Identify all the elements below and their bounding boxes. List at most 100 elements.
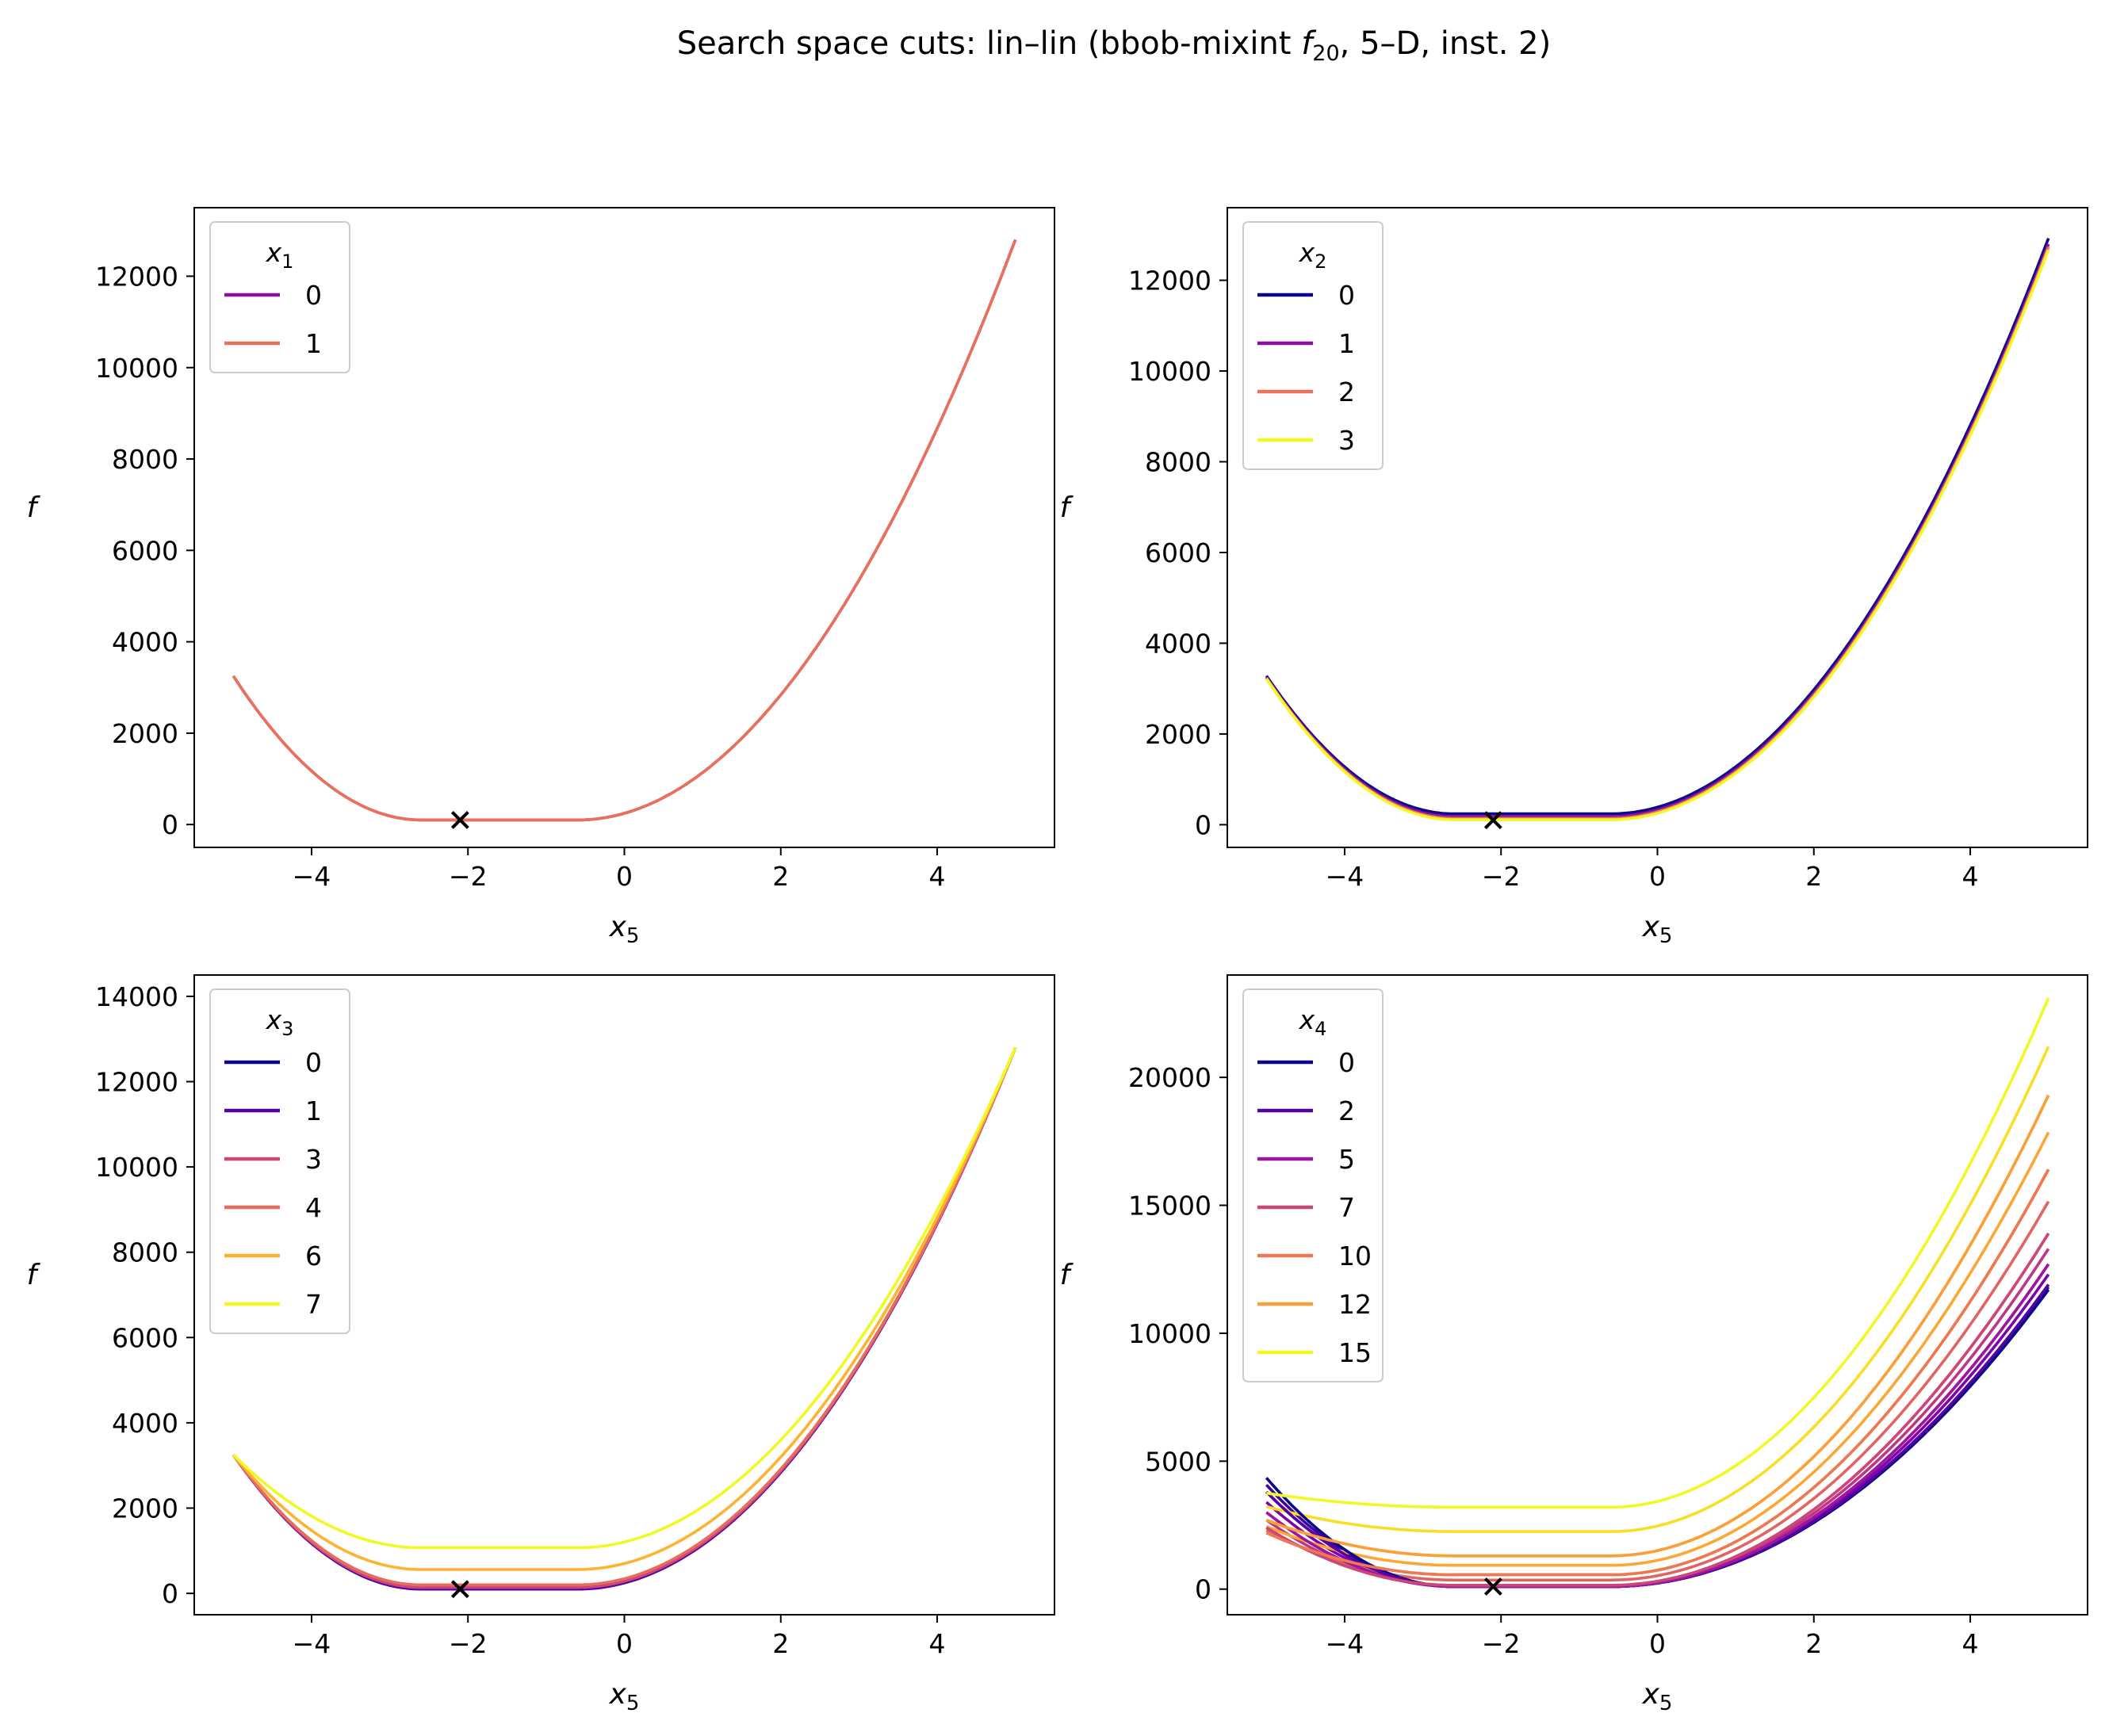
plot-area (1265, 237, 2050, 830)
series-line-3 (232, 1046, 1017, 1589)
y-tick-label: 8000 (112, 444, 178, 475)
y-tick-label: 14000 (95, 981, 178, 1012)
x-axis-label: x5 (609, 1678, 640, 1715)
y-tick-label: 12000 (95, 261, 178, 292)
legend-entry: 0 (305, 280, 322, 311)
subplot-x1: −4 −2 0 2 4 0 2000 4000 6000 8000 10000 12000 x5 f x1 0… (27, 207, 1055, 948)
y-tick-label: 0 (1195, 1574, 1211, 1605)
series-line-3 (1265, 249, 2050, 821)
legend-box (1242, 988, 1384, 1382)
plot-area (1265, 997, 2050, 1596)
x-axis-label: x5 (609, 911, 640, 948)
series-line-15 (1266, 997, 2050, 1509)
subplot-x4: −4 −2 0 2 4 0 5000 10000 15000 20000 x5 f x4 0 2 5 7 10 12… (1060, 974, 2088, 1715)
series-line-0 (232, 239, 1017, 822)
series-line (1265, 1131, 2050, 1567)
legend-entry: 1 (305, 328, 322, 359)
y-tick-label: 20000 (1128, 1062, 1211, 1093)
legend-entry: 5 (1338, 1144, 1355, 1175)
x-tick-label: −2 (1482, 1628, 1521, 1659)
series-line-1 (232, 1046, 1017, 1591)
legend-title: x1 (266, 237, 294, 273)
x-tick-label: −2 (1482, 861, 1521, 892)
legend-entry: 4 (305, 1192, 322, 1223)
series-line-2 (1265, 246, 2050, 820)
y-axis-label: f (27, 1259, 41, 1291)
x-tick-label: −4 (293, 1628, 331, 1659)
legend-box (1242, 221, 1384, 470)
legend: x4 0 2 5 7 10 12 15 (1242, 988, 1384, 1382)
optimum-marker (1483, 811, 1502, 830)
y-tick-label: 2000 (112, 1493, 178, 1524)
y-tick-label: 4000 (1145, 628, 1211, 659)
legend-entry: 15 (1338, 1337, 1372, 1368)
x-tick-label: 0 (616, 1628, 633, 1659)
series-line (1265, 1046, 2050, 1533)
series-line-10 (1265, 1168, 2050, 1577)
legend-entry: 10 (1338, 1241, 1372, 1271)
legend-entry: 2 (1338, 377, 1355, 407)
legend-entry: 6 (305, 1241, 322, 1271)
y-tick-label: 10000 (95, 1152, 178, 1183)
legend-entry: 7 (305, 1289, 322, 1320)
series-line-1 (232, 239, 1017, 822)
legend-box (209, 988, 350, 1334)
y-tick-label: 0 (162, 809, 178, 840)
x-tick-label: −2 (449, 861, 488, 892)
x-tick-label: 0 (1649, 1628, 1666, 1659)
y-tick-label: 12000 (95, 1067, 178, 1098)
x-tick-label: −2 (449, 1628, 488, 1659)
series-line (1265, 1233, 2050, 1587)
subplot-x3: −4 −2 0 2 4 0 2000 4000 6000 8000 10000 12000 14000 x… (27, 974, 1055, 1715)
y-tick-label: 10000 (95, 353, 178, 384)
series-line (1265, 1168, 2050, 1577)
figure-title: Search space cuts: lin–lin (bbob-mixint … (677, 25, 1551, 66)
x-tick-label: 2 (772, 861, 789, 892)
y-tick-label: 10000 (1128, 356, 1211, 387)
legend: x1 0 1 (209, 221, 350, 373)
x-tick-label: 0 (616, 861, 633, 892)
plot-area (232, 1046, 1017, 1599)
x-tick-label: 2 (772, 1628, 789, 1659)
legend: x2 0 1 2 3 (1242, 221, 1384, 470)
y-axis-label: f (1060, 491, 1074, 524)
legend-entry: 3 (305, 1144, 322, 1175)
x-tick-label: −4 (293, 861, 331, 892)
legend-entry: 7 (1338, 1192, 1355, 1223)
legend-entry: 12 (1338, 1289, 1372, 1320)
legend-entry: 2 (1338, 1096, 1355, 1126)
x-tick-label: 4 (1962, 861, 1979, 892)
y-tick-label: 8000 (1145, 447, 1211, 478)
x-tick-label: −4 (1326, 861, 1364, 892)
series-line-4 (232, 1046, 1017, 1587)
legend-title: x4 (1299, 1004, 1327, 1040)
series-line-7 (1265, 1233, 2050, 1587)
x-tick-label: 4 (929, 861, 946, 892)
legend-entry: 1 (1338, 328, 1355, 359)
series-line (1265, 1283, 2050, 1589)
x-axis-label: x5 (1642, 911, 1673, 948)
optimum-marker (1483, 1577, 1502, 1596)
x-tick-label: 4 (1962, 1628, 1979, 1659)
x-axis-label: x5 (1642, 1678, 1673, 1715)
y-tick-label: 6000 (112, 535, 178, 566)
x-tick-label: 2 (1805, 1628, 1822, 1659)
y-axis-label: f (27, 491, 41, 524)
y-tick-label: 4000 (112, 627, 178, 658)
subplot-x2: −4 −2 0 2 4 0 2000 4000 6000 8000 10000 12000 x5 f x2 0… (1060, 207, 2088, 948)
y-tick-label: 6000 (1145, 537, 1211, 568)
legend-entry: 3 (1338, 425, 1355, 456)
series-line-7 (232, 1046, 1017, 1550)
legend-entry: 0 (305, 1047, 322, 1078)
y-tick-label: 2000 (1145, 719, 1211, 750)
series-line (1265, 1200, 2050, 1582)
legend: x3 0 1 3 4 6 7 (209, 988, 350, 1334)
y-tick-label: 8000 (112, 1237, 178, 1268)
y-tick-label: 15000 (1128, 1191, 1211, 1222)
y-tick-label: 6000 (112, 1322, 178, 1353)
series-line (1265, 1094, 2050, 1558)
legend-title: x3 (266, 1004, 294, 1040)
y-tick-label: 0 (1195, 809, 1211, 840)
legend-entry: 0 (1338, 280, 1355, 311)
series-line (1265, 1273, 2050, 1589)
